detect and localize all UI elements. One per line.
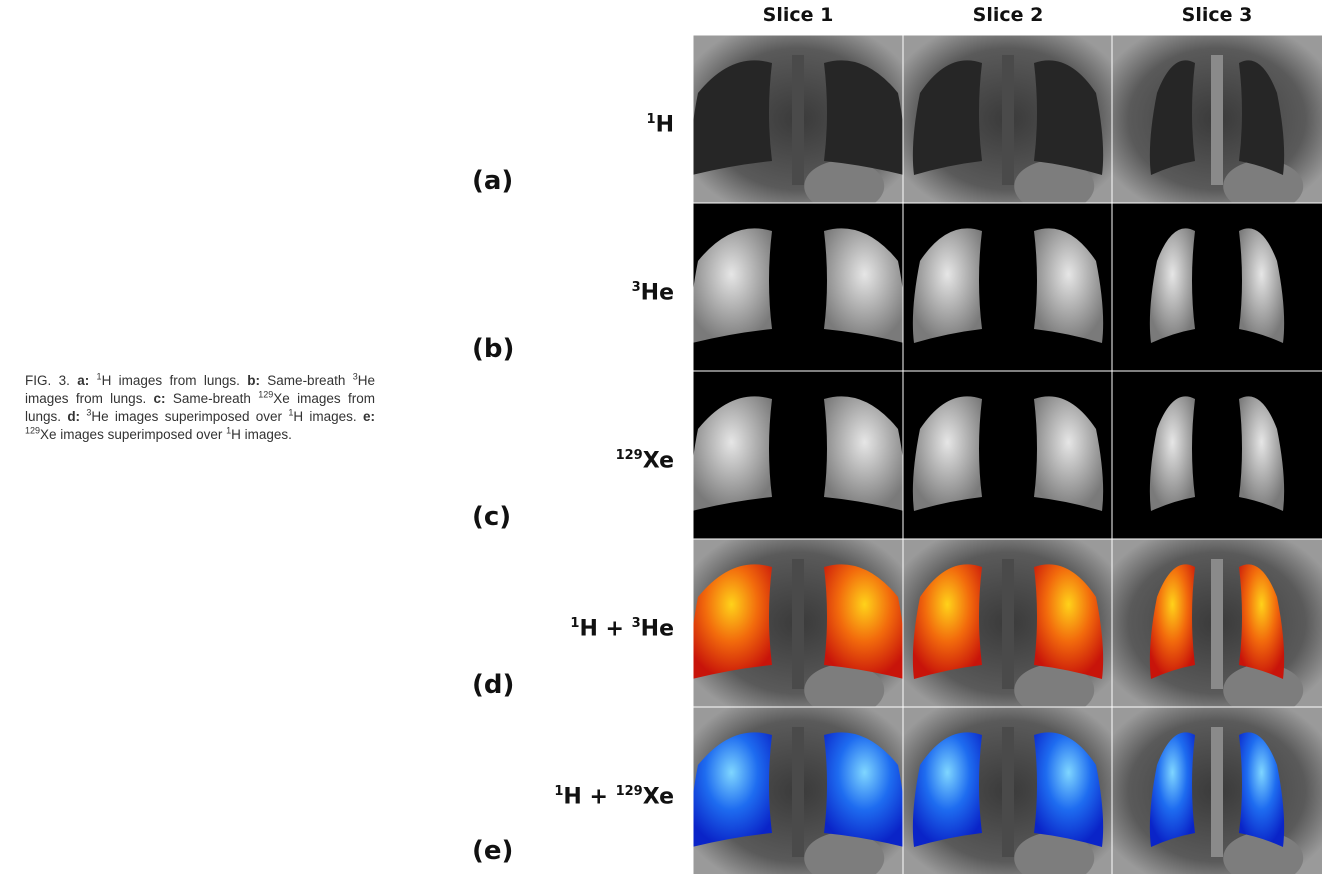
panel-letter: (e)	[472, 836, 513, 866]
caption-run: 129	[25, 426, 40, 436]
spine	[1211, 55, 1223, 185]
label-part: 129	[616, 448, 643, 463]
label-part: He	[641, 280, 674, 305]
caption-run: c:	[154, 391, 166, 406]
caption-run: Same-breath	[267, 373, 345, 388]
caption-run: H images.	[231, 427, 292, 442]
spine	[792, 55, 804, 185]
caption-run: H images from lungs.	[102, 373, 240, 388]
caption-run: Same-breath	[173, 391, 251, 406]
panel-letter: (c)	[472, 502, 511, 532]
column-header: Slice 1	[693, 4, 903, 26]
spine	[1211, 559, 1223, 689]
label-part: H +	[579, 616, 631, 641]
page: html, body { margin: 0; padding: 0; widt…	[0, 0, 1322, 874]
caption-run: FIG. 3.	[25, 373, 70, 388]
panel-letter: (d)	[472, 670, 514, 700]
label-part: 129	[616, 784, 643, 799]
row-label: 1H + 3He	[570, 616, 674, 641]
image-grid	[693, 35, 1322, 874]
label-part: 3	[632, 280, 641, 295]
caption-run: d:	[67, 409, 80, 424]
label-part: Xe	[643, 784, 674, 809]
caption-run: Xe images superimposed over	[40, 427, 222, 442]
label-part: 1	[647, 112, 656, 127]
caption-run: a:	[77, 373, 89, 388]
spine	[792, 559, 804, 689]
row-label: 129Xe	[616, 448, 674, 473]
spine	[1002, 727, 1014, 857]
label-part: H +	[563, 784, 615, 809]
scan-background	[1112, 203, 1322, 371]
row-label: 1H + 129Xe	[554, 784, 674, 809]
spine	[1002, 55, 1014, 185]
label-part: Xe	[643, 448, 674, 473]
caption-run: 129	[258, 390, 273, 400]
caption-run: He images superimposed over	[91, 409, 282, 424]
column-header: Slice 2	[903, 4, 1113, 26]
panel-letter: (b)	[472, 334, 514, 364]
figure-caption: FIG. 3. a: 1H images from lungs. b: Same…	[25, 372, 375, 444]
panel-letter: (a)	[472, 166, 513, 196]
column-header: Slice 3	[1112, 4, 1322, 26]
row-label: 3He	[632, 280, 674, 305]
caption-run: H images.	[293, 409, 356, 424]
spine	[1002, 559, 1014, 689]
caption-run: b:	[247, 373, 260, 388]
spine	[792, 727, 804, 857]
row-label: 1H	[647, 112, 674, 137]
label-part: H	[656, 112, 674, 137]
caption-run: e:	[363, 409, 375, 424]
scan-background	[1112, 371, 1322, 539]
label-part: He	[641, 616, 674, 641]
body: {"caption": {"runs": ["FIG. 3.", "a:", "…	[0, 0, 1322, 874]
label-part: 3	[632, 616, 641, 631]
spine	[1211, 727, 1223, 857]
